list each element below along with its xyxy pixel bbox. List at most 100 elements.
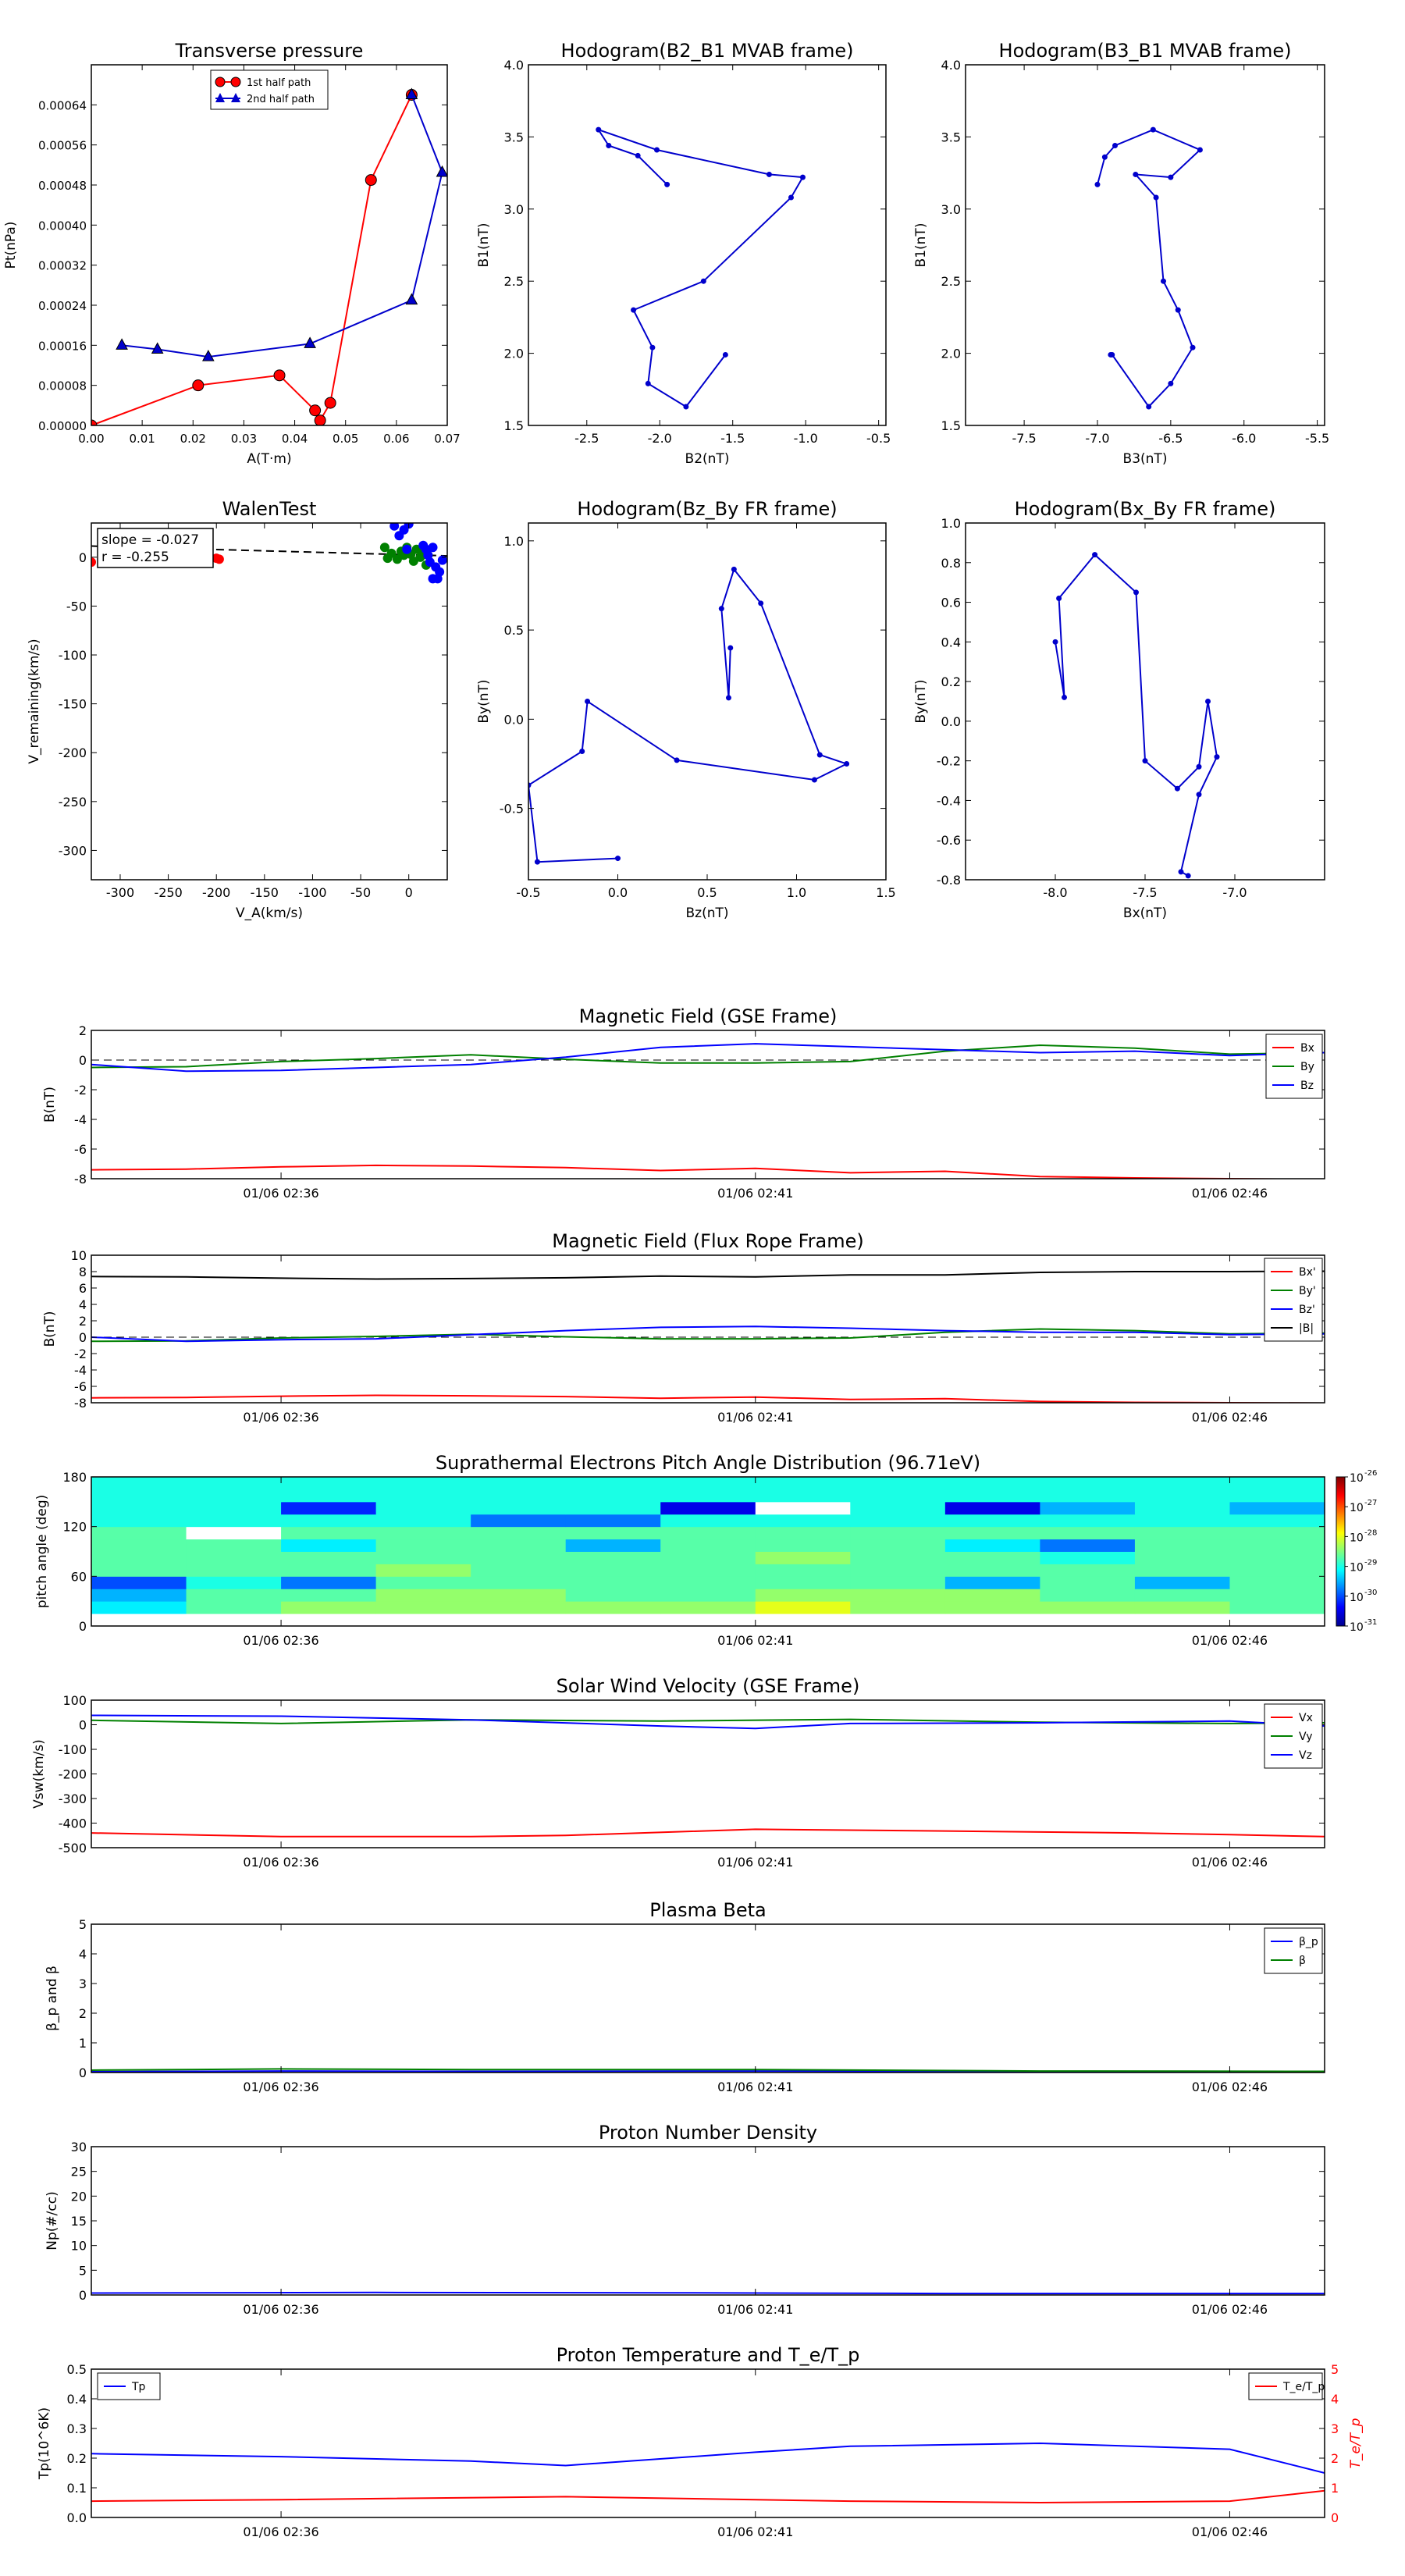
- pad-cell: [91, 1526, 187, 1540]
- y-tick-label: 1.5: [504, 418, 524, 433]
- pad-cell: [660, 1477, 756, 1490]
- point-1st-half: [365, 174, 377, 187]
- hodogram-point: [579, 748, 585, 754]
- pad-cell: [565, 1601, 661, 1614]
- y2-tick-label: 0: [1331, 2510, 1339, 2525]
- y-tick-label: 3: [79, 1976, 87, 1991]
- pad-cell: [186, 1489, 282, 1503]
- hodogram-point: [649, 344, 656, 350]
- hodogram-point: [1197, 147, 1203, 153]
- hodogram-point: [722, 351, 728, 358]
- x-tick-label: 0.02: [180, 432, 206, 446]
- pad-cell: [1040, 1477, 1136, 1490]
- x-tick-label: 1.5: [876, 885, 895, 900]
- x-tick-label: -50: [350, 885, 371, 900]
- axes-frame: [965, 64, 1325, 426]
- pad-cell: [660, 1514, 756, 1528]
- hodogram-point: [1160, 278, 1166, 284]
- series-Bz: [91, 1043, 1325, 1073]
- y2-tick-label: 5: [1331, 2362, 1339, 2377]
- y-tick-label: -200: [59, 745, 87, 760]
- chart-6: Magnetic Field (GSE Frame) -8 -6 -4 -2 0 2 01/0…: [42, 1005, 1325, 1201]
- pad-cell: [186, 1576, 282, 1589]
- pad-cell: [281, 1601, 377, 1614]
- x-tick-label: 0.03: [231, 432, 257, 446]
- chart-0: Transverse pressure 0.00000 0.00008 0.00016…: [3, 40, 461, 467]
- x-tick-label: 01/06 02:46: [1192, 2080, 1268, 2094]
- pad-cell: [281, 1526, 377, 1540]
- y-tick-label: -50: [66, 599, 87, 614]
- walen-point: [437, 555, 447, 565]
- y-tick-label: 0: [79, 550, 87, 565]
- hodogram-point: [635, 152, 641, 158]
- pad-cell: [281, 1539, 377, 1552]
- hodogram-point: [731, 566, 737, 572]
- x-tick-label: -7.5: [1133, 885, 1157, 900]
- y-tick-label: 0.0: [941, 714, 961, 729]
- x-tick-label: 0.05: [333, 432, 358, 446]
- pad-cell: [281, 1589, 377, 1602]
- hodogram-point: [1133, 589, 1139, 596]
- x-tick-label: -100: [298, 885, 326, 900]
- hodogram-line-0: [1055, 553, 1218, 877]
- legend-label: |B|: [1299, 1322, 1314, 1335]
- series-1: [91, 2068, 1325, 2073]
- pad-cell: [1134, 1477, 1230, 1490]
- y-tick-label: 20: [71, 2189, 87, 2204]
- pad-cell: [660, 1526, 756, 1540]
- y-tick-label: -0.5: [500, 802, 524, 817]
- y-tick-label: 0.1: [67, 2481, 87, 2496]
- y-axis-label: By(nT): [476, 679, 492, 723]
- chart-10: Plasma Beta 0 1 2 3 4 5 01/06 02:36 01/06 02:41 0…: [44, 1899, 1325, 2094]
- hodogram-point: [534, 859, 540, 865]
- series-1: [91, 1328, 1325, 1343]
- y2-tick-label: 3: [1331, 2421, 1339, 2436]
- series-Bx: [91, 1164, 1325, 1179]
- hodogram-point: [1196, 763, 1202, 770]
- hodogram-point: [1150, 126, 1156, 133]
- pad-cell: [944, 1514, 1040, 1528]
- x-tick-label: 0.04: [282, 432, 308, 446]
- pad-cell: [850, 1526, 946, 1540]
- pad-cell: [1040, 1539, 1136, 1552]
- pad-cell: [755, 1601, 851, 1614]
- legend-label: Tp: [131, 2381, 146, 2393]
- pad-cell: [375, 1539, 471, 1552]
- axes-frame: [965, 522, 1325, 881]
- x-tick-label: -7.0: [1085, 431, 1109, 446]
- x-tick-label: -1.5: [720, 431, 745, 446]
- y-tick-label: -4: [74, 1363, 87, 1378]
- y-tick-label: 4: [79, 1947, 87, 1962]
- y-tick-label: 2.0: [941, 347, 961, 361]
- pad-cell: [1040, 1589, 1136, 1602]
- pad-cell: [944, 1539, 1040, 1552]
- y-axis-label: B(nT): [42, 1311, 58, 1347]
- hodogram-point: [1168, 380, 1174, 386]
- pad-cell: [186, 1601, 282, 1614]
- y-tick-label: 0.5: [504, 623, 524, 638]
- pad-cell: [281, 1576, 377, 1589]
- chart-2: Hodogram(B3_B1 MVAB frame) 1.5 2.0 2.5 3.0 3.…: [913, 40, 1329, 467]
- pad-cell: [471, 1576, 567, 1589]
- x-tick-label: -200: [202, 885, 230, 900]
- y-tick-label: -300: [59, 1791, 87, 1806]
- chart-11: Proton Number Density 0 5 10 15 20 25 30 01/06 0…: [44, 2122, 1325, 2317]
- pad-cell: [660, 1576, 756, 1589]
- y-tick-label: 4: [79, 1297, 87, 1312]
- chart-title: Transverse pressure: [175, 40, 364, 62]
- chart-title: Hodogram(B2_B1 MVAB frame): [561, 40, 854, 62]
- x-tick-label: 01/06 02:36: [243, 2524, 318, 2539]
- y-tick-label: 0.00016: [38, 339, 87, 353]
- x-tick-label: 01/06 02:41: [717, 2524, 793, 2539]
- x-tick-label: -7.5: [1012, 431, 1036, 446]
- plot-area: [91, 2068, 1325, 2073]
- y-tick-label: -6: [74, 1379, 87, 1394]
- series-Vz: [91, 1714, 1325, 1730]
- pad-cell: [755, 1477, 851, 1490]
- x-tick-label: -2.0: [648, 431, 672, 446]
- chart-title: Magnetic Field (GSE Frame): [579, 1005, 838, 1027]
- pad-cell: [944, 1501, 1040, 1515]
- pad-cell: [755, 1501, 851, 1515]
- y-tick-label: 10: [71, 1248, 87, 1263]
- pad-cell: [755, 1564, 851, 1577]
